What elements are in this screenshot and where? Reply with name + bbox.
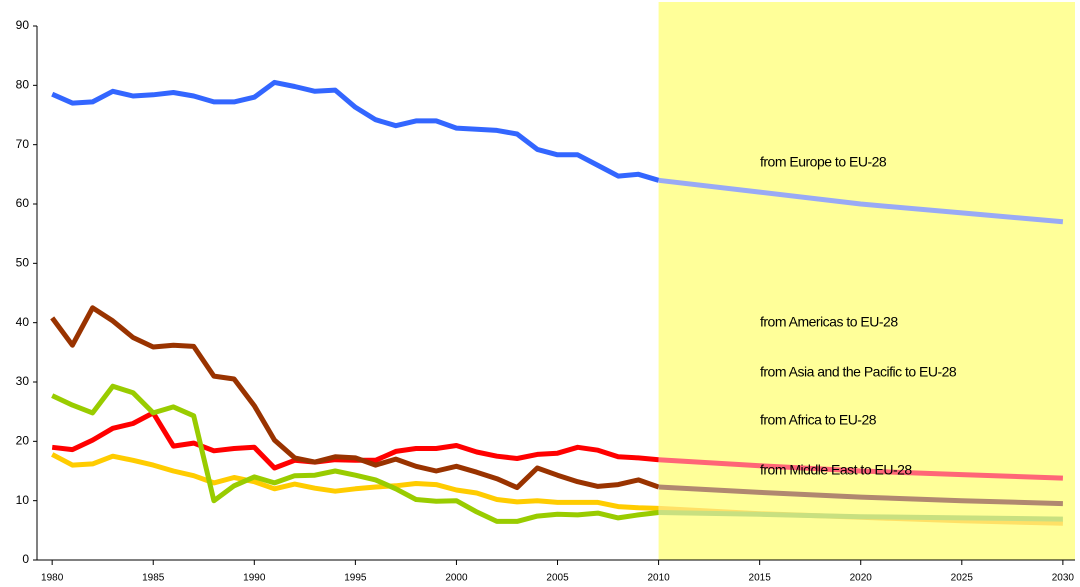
- series-line: [50, 305, 660, 491]
- series-line: [51, 452, 659, 511]
- x-tick-label: 1990: [243, 573, 266, 584]
- y-tick-label: 30: [16, 374, 30, 388]
- projection-line: [658, 484, 1063, 507]
- y-tick-label: 10: [16, 493, 30, 507]
- projection-line: [658, 177, 1064, 225]
- y-tick-label: 40: [16, 315, 30, 329]
- y-tick-label: 90: [16, 18, 30, 32]
- projection-line: [658, 457, 1063, 481]
- y-tick-label: 0: [22, 552, 29, 566]
- series-label: from Europe to EU-28: [760, 154, 887, 170]
- series-label: from Asia and the Pacific to EU-28: [760, 364, 957, 380]
- y-tick-label: 70: [16, 137, 30, 151]
- x-tick-label: 2000: [445, 573, 468, 584]
- projection-line: [658, 510, 1063, 522]
- y-tick-label: 50: [16, 256, 30, 270]
- x-tick-label: 2010: [647, 573, 670, 584]
- y-tick-label: 80: [16, 78, 30, 92]
- x-tick-label: 2030: [1052, 573, 1075, 584]
- y-tick-label: 20: [16, 434, 30, 448]
- series-line: [51, 79, 660, 183]
- series-line: [51, 383, 659, 524]
- x-tick-label: 2005: [546, 573, 569, 584]
- x-tick-label: 1995: [344, 573, 367, 584]
- series-label: from Americas to EU-28: [760, 314, 898, 330]
- x-tick-label: 1985: [142, 573, 165, 584]
- x-tick-label: 1980: [41, 573, 64, 584]
- projection-area: [658, 2, 1075, 560]
- x-tick-label: 2020: [850, 573, 873, 584]
- series-label: from Middle East to EU-28: [760, 462, 912, 478]
- x-tick-label: 2015: [749, 573, 772, 584]
- x-tick-label: 2025: [951, 573, 974, 584]
- series-label: from Africa to EU-28: [760, 412, 877, 428]
- y-tick-label: 60: [16, 196, 30, 210]
